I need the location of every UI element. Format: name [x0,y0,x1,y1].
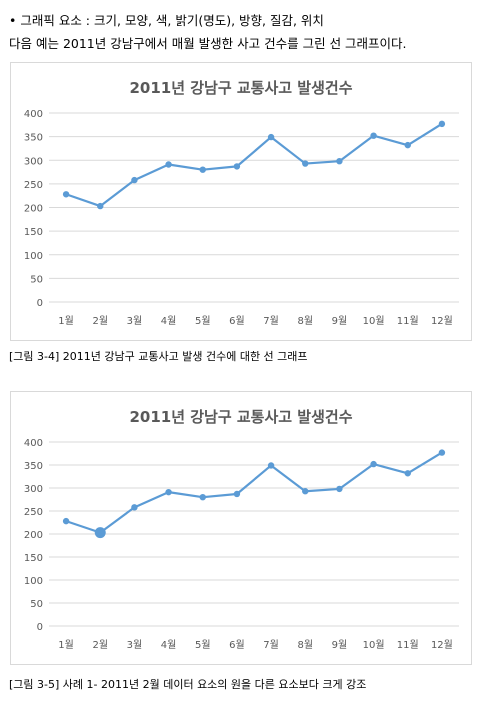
bullet: • [9,13,17,28]
x-tick-label: 2월 [92,315,108,327]
data-point [131,176,138,184]
x-tick-label: 11월 [397,639,419,651]
y-tick-label: 300 [24,484,43,495]
x-tick-label: 10월 [363,639,385,651]
y-tick-label: 350 [24,133,43,144]
x-tick-label: 9월 [332,639,348,651]
data-point [438,449,446,456]
chart-1-frame: 2011년 강남구 교통사고 발생건수 0 50 100 150 200 250 300 350… [10,62,472,341]
figure-caption-1: [그림 3-4] 2011년 강남구 교통사고 발생 건수에 대한 선 그래프 [9,350,308,363]
chart-title: 2011년 강남구 교통사고 발생건수 [129,79,352,97]
chart-title: 2011년 강남구 교통사고 발생건수 [129,408,352,426]
data-point [165,488,172,496]
series-line [65,122,443,208]
x-tick-label: 8월 [297,315,313,327]
y-tick-label: 150 [24,227,43,238]
data-point [199,166,206,173]
x-tick-label: 7월 [263,639,279,651]
data-point [302,160,309,167]
chart-1: 2011년 강남구 교통사고 발생건수 0 50 100 150 200 250 300 350… [24,79,459,327]
data-point [438,120,446,128]
y-tick-label: 400 [24,438,43,449]
x-tick-label: 5월 [195,639,211,651]
x-tick-label: 3월 [127,639,143,651]
x-tick-label: 6월 [229,639,245,651]
y-tick-label: 100 [24,576,43,587]
data-point [233,163,241,170]
x-tick-label: 9월 [332,315,348,327]
chart-2-frame: 2011년 강남구 교통사고 발생건수 0 50 100 150 200 250 300 350… [10,391,472,665]
data-point [336,157,343,165]
highlighted-data-point [94,527,106,539]
series-line [65,451,443,534]
x-tick-label: 8월 [297,639,313,651]
y-tick-label: 250 [24,507,43,518]
y-tick-label: 300 [24,156,43,167]
x-tick-label: 6월 [229,315,245,327]
data-point [370,460,377,468]
x-tick-label: 3월 [127,315,143,327]
y-tick-label: 50 [30,274,43,285]
y-tick-label: 100 [24,251,43,262]
data-point [97,202,104,210]
data-point [267,462,275,469]
y-tick-label: 200 [24,530,43,541]
data-point [404,470,411,477]
x-tick-label: 4월 [161,639,177,651]
x-tick-label: 2월 [92,639,108,651]
x-tick-label: 5월 [195,315,211,327]
y-tick-label: 50 [30,599,43,610]
data-point [267,133,275,141]
x-tick-label: 11월 [397,315,419,327]
y-tick-label: 350 [24,461,43,472]
x-tick-label: 12월 [431,315,453,327]
data-point [302,488,309,495]
data-point [165,161,172,168]
x-tick-label: 7월 [263,315,279,327]
figure-caption-2: [그림 3-5] 사례 1- 2011년 2월 데이터 요소의 원을 다른 요소… [9,678,367,691]
data-point [370,132,377,139]
data-point [62,517,70,525]
y-tick-label: 200 [24,204,43,215]
y-tick-label: 400 [24,109,43,120]
intro-line-1: • 그래픽 요소 : 크기, 모양, 색, 밝기(명도), 방향, 질감, 위치 [9,10,324,29]
chart-2: 2011년 강남구 교통사고 발생건수 0 50 100 150 200 250 300 350… [24,408,459,651]
intro-line-2: 다음 예는 2011년 강남구에서 매월 발생한 사고 건수를 그린 선 그래프… [9,33,407,52]
y-tick-label: 250 [24,180,43,191]
data-point [404,141,411,149]
x-tick-label: 12월 [431,639,453,651]
data-point [233,490,241,498]
data-point [62,191,70,198]
intro-text-2: 다음 예는 2011년 강남구에서 매월 발생한 사고 건수를 그린 선 그래프… [9,36,407,51]
y-tick-label: 0 [37,622,43,633]
y-tick-label: 0 [37,298,43,309]
data-point [131,504,138,511]
x-tick-label: 4월 [161,315,177,327]
data-point [336,485,343,493]
data-point [199,494,206,501]
intro-text-1: 그래픽 요소 : 크기, 모양, 색, 밝기(명도), 방향, 질감, 위치 [20,13,324,28]
x-tick-label: 10월 [363,315,385,327]
x-tick-label: 1월 [58,639,74,651]
y-tick-label: 150 [24,553,43,564]
x-tick-label: 1월 [58,315,74,327]
